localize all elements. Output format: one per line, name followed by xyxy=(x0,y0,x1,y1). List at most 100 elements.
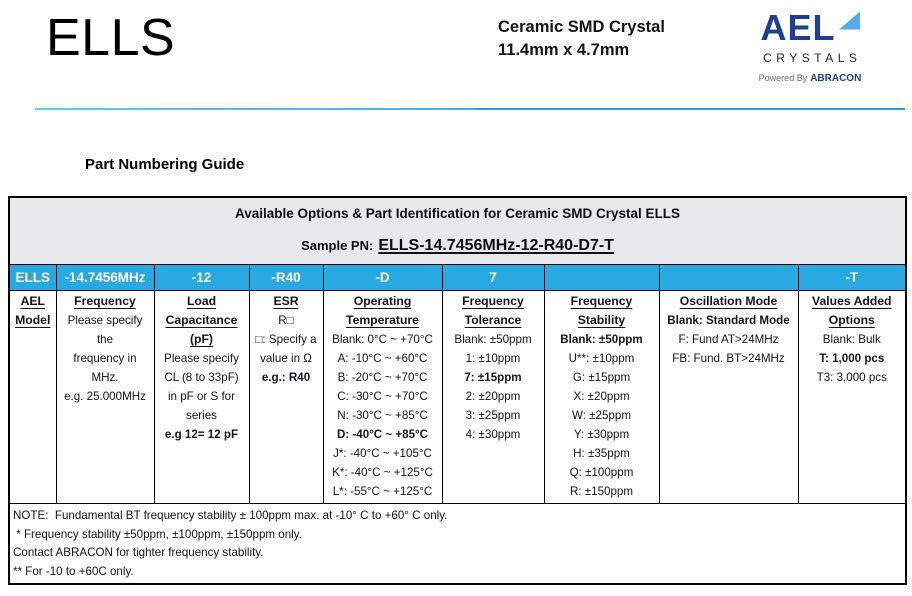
column-item: FB: Fund. BT>24MHz xyxy=(672,352,785,365)
code-cell-esr: -R40 xyxy=(248,264,324,291)
sample-pn-value: ELLS-14.7456MHz-12-R40-D7-T xyxy=(378,237,614,254)
column-item: U**: ±10ppm xyxy=(568,352,635,365)
column-title-line: Options xyxy=(828,313,875,327)
column-load-capacitance: Load Capacitance (pF) Please specify CL (8 t… xyxy=(153,290,250,504)
column-item: Blank: ±50ppm xyxy=(454,333,532,346)
column-ael-model: AEL Model xyxy=(8,290,57,504)
column-item: the xyxy=(96,333,114,346)
column-title-line: Operating xyxy=(353,294,412,308)
column-item: Blank: ±50ppm xyxy=(560,333,643,346)
code-cell-frequency-tolerance: 7 xyxy=(441,264,545,291)
code-cell-operating-temperature: -D xyxy=(322,264,443,291)
column-item: value in Ω xyxy=(260,352,312,365)
column-title-line: ESR xyxy=(273,294,299,308)
column-title-line: Tolerance xyxy=(464,313,522,327)
column-esr: ESR R□ □: Specify a value in Ω e.g.: R40 xyxy=(248,290,324,504)
notes-row: NOTE: Fundamental BT frequency stability… xyxy=(8,503,907,585)
column-item: □: Specify a xyxy=(255,333,317,346)
column-item: e.g. 25.000MHz xyxy=(64,390,146,403)
code-cell-values-added-options: -T xyxy=(797,264,907,291)
column-oscillation-mode: Oscillation Mode Blank: Standard Mode F: F… xyxy=(658,290,799,504)
options-row: AEL Model Frequency Please specify the freque… xyxy=(8,290,907,504)
brand-name: AEL xyxy=(760,7,836,48)
code-row: ELLS -14.7456MHz -12 -R40 -D 7 -T xyxy=(8,264,907,291)
column-item: 4: ±30ppm xyxy=(465,428,521,441)
code-cell-frequency: -14.7456MHz xyxy=(55,264,155,291)
column-item: Blank: Bulk xyxy=(822,333,881,346)
part-numbering-table: Available Options & Part Identification … xyxy=(8,196,908,585)
column-item: MHz. xyxy=(91,371,119,384)
column-item: e.g 12= 12 pF xyxy=(164,428,239,441)
column-title-line: Frequency xyxy=(462,294,524,308)
column-frequency: Frequency Please specify the frequency in MH… xyxy=(55,290,155,504)
column-item: L*: -55°C ~ +125°C xyxy=(332,485,433,498)
header-divider xyxy=(35,108,905,110)
column-values-added-options: Values Added Options Blank: Bulk T: 1,000 p… xyxy=(797,290,907,504)
note-line: * Frequency stability ±50ppm, ±100ppm, ±… xyxy=(13,527,302,541)
table-title-row: Available Options & Part Identification … xyxy=(8,196,907,228)
column-title-line: (pF) xyxy=(189,332,213,346)
sample-pn-cell: Sample PN: ELLS-14.7456MHz-12-R40-D7-T xyxy=(8,228,907,265)
column-title-line: Values Added xyxy=(812,294,892,308)
section-title: Part Numbering Guide xyxy=(85,156,245,173)
brand-mark: AEL xyxy=(731,10,889,50)
column-item: N: -30°C ~ +85°C xyxy=(337,409,428,422)
sample-pn-row: Sample PN: ELLS-14.7456MHz-12-R40-D7-T xyxy=(8,228,907,265)
notes-cell: NOTE: Fundamental BT frequency stability… xyxy=(8,503,907,585)
product-title: ELLS xyxy=(46,9,176,67)
column-item: Q: ±100ppm xyxy=(569,466,634,479)
powered-by: Powered By ABRACON xyxy=(731,73,889,84)
column-item: CL (8 to 33pF) xyxy=(164,371,239,384)
column-item: e.g.: R40 xyxy=(261,371,311,384)
code-cell-ael-model: ELLS xyxy=(8,264,57,291)
column-item: in pF or S for xyxy=(167,390,235,403)
column-title-line: Frequency xyxy=(74,294,136,308)
column-title-line: Oscillation Mode xyxy=(679,294,778,308)
doc-subtitle: Ceramic SMD Crystal 11.4mm x 4.7mm xyxy=(498,16,665,62)
column-title-line: Capacitance xyxy=(165,313,238,327)
column-item: series xyxy=(186,409,217,422)
column-item: frequency in xyxy=(73,352,137,365)
code-cell-load-capacitance: -12 xyxy=(153,264,250,291)
column-item: T3: 3,000 pcs xyxy=(816,371,887,384)
column-title-line: Model xyxy=(15,313,51,327)
table-title: Available Options & Part Identification … xyxy=(8,196,907,228)
column-item: Blank: 0°C ~ +70°C xyxy=(332,333,433,346)
column-item: F: Fund AT>24MHz xyxy=(678,333,779,346)
column-item: 2: ±20ppm xyxy=(465,390,521,403)
column-operating-temperature: Operating Temperature Blank: 0°C ~ +70°C A:… xyxy=(322,290,443,504)
column-title-line: Temperature xyxy=(346,313,419,327)
code-cell-frequency-stability xyxy=(543,264,660,291)
note-line: NOTE: Fundamental BT frequency stability… xyxy=(13,509,448,522)
column-title-line: AEL xyxy=(20,294,45,308)
brand-word: CRYSTALS xyxy=(763,51,862,65)
column-frequency-stability: Frequency Stability Blank: ±50ppm U**: ±10p… xyxy=(543,290,660,504)
ael-logo-triangle-icon xyxy=(838,11,860,30)
column-title-line: Stability xyxy=(577,313,626,327)
column-item: B: -20°C ~ +70°C xyxy=(337,371,428,384)
column-item: Y: ±30ppm xyxy=(573,428,630,441)
doc-subtitle-line1: Ceramic SMD Crystal xyxy=(498,18,665,36)
column-item: 3: ±25ppm xyxy=(465,409,521,422)
column-item: A: -10°C ~ +60°C xyxy=(337,352,428,365)
column-frequency-tolerance: Frequency Tolerance Blank: ±50ppm 1: ±10ppm… xyxy=(441,290,545,504)
column-item: Please specify xyxy=(164,352,239,365)
brand-logo: AEL CRYSTALS Powered By ABRACON xyxy=(731,10,889,85)
code-cell-oscillation-mode xyxy=(658,264,799,291)
column-item: K*: -40°C ~ +125°C xyxy=(332,466,433,479)
note-line: ** For -10 to +60C only. xyxy=(13,564,134,578)
doc-subtitle-line2: 11.4mm x 4.7mm xyxy=(498,41,630,59)
powered-by-prefix: Powered By xyxy=(758,73,808,83)
column-title-line: Load xyxy=(186,294,217,308)
column-item: T: 1,000 pcs xyxy=(819,352,885,365)
powered-by-brand: ABRACON xyxy=(810,73,862,84)
column-item: G: ±15ppm xyxy=(572,371,631,384)
column-item: X: ±20ppm xyxy=(573,390,630,403)
note-line: Contact ABRACON for tighter frequency st… xyxy=(13,546,264,559)
column-item: R: ±150ppm xyxy=(569,485,634,498)
column-item: R□ xyxy=(278,314,294,327)
column-item: Blank: Standard Mode xyxy=(667,314,790,327)
column-item: 1: ±10ppm xyxy=(465,352,521,365)
column-item: D: -40°C ~ +85°C xyxy=(336,428,429,441)
